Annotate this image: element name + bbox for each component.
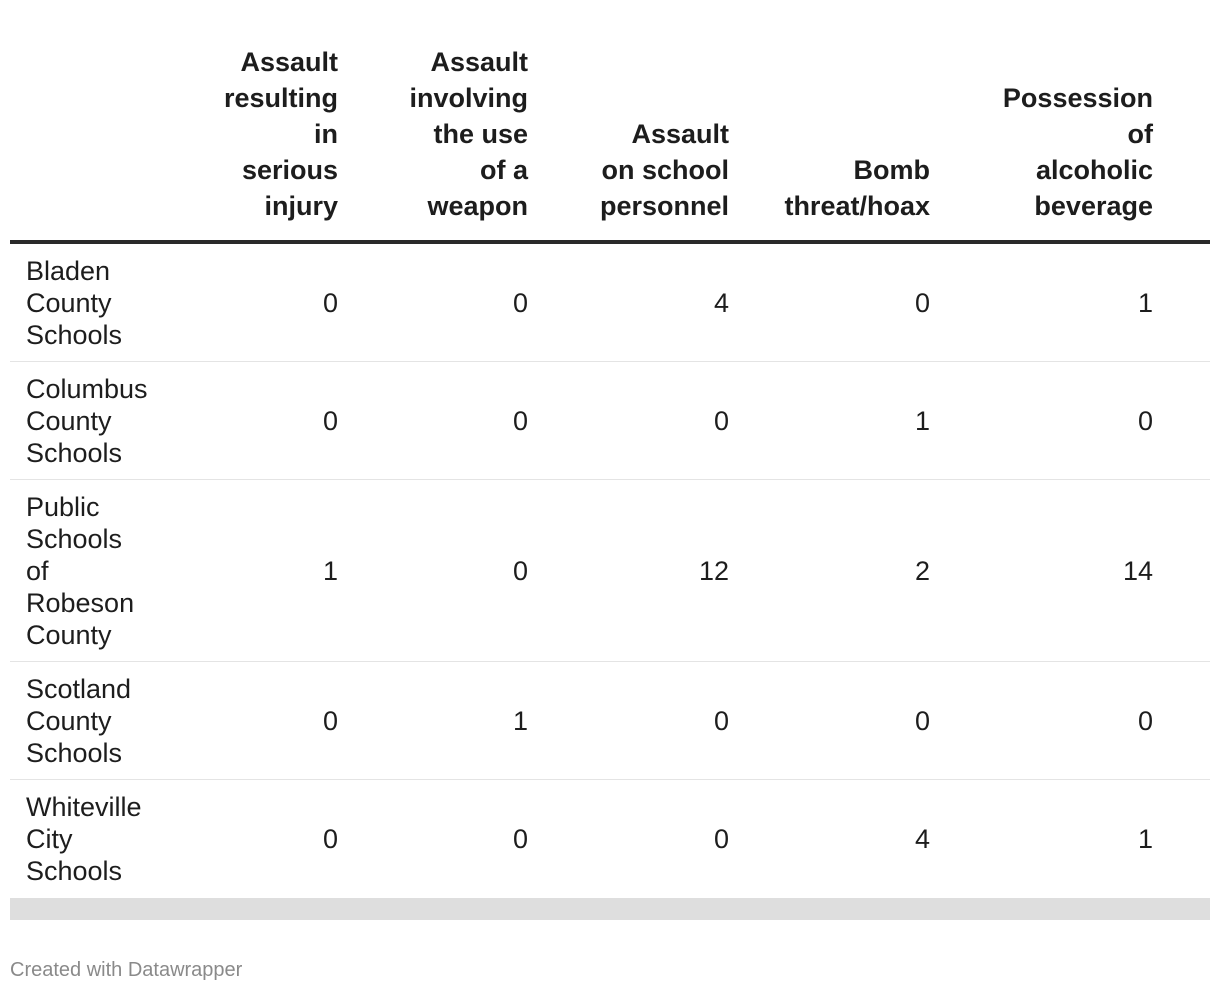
table-cell: 0: [322, 405, 338, 436]
table-cell: 12: [698, 555, 729, 586]
row-name: Bladen County Schools: [26, 255, 123, 350]
table-cell: 0: [322, 824, 338, 854]
table-cell: 0: [512, 287, 528, 318]
header-cell-assault-serious-injury[interactable]: Assault resulting in serious injury: [223, 47, 338, 221]
row-name: Columbus County Schools: [26, 373, 148, 468]
table-cell: 0: [322, 287, 338, 318]
table-row: Whiteville City Schools 0 0 0 4 1: [10, 780, 1210, 898]
table-cell: 0: [713, 405, 729, 436]
table-header: Assault resulting in serious injury Assa…: [10, 0, 1210, 244]
header-cell-bomb-threat[interactable]: Bomb threat/hoax: [784, 155, 930, 221]
table-cell: 14: [1122, 555, 1153, 586]
table-cell: 0: [322, 705, 338, 736]
header-cell-alcohol-possession[interactable]: Possession of alcoholic beverage: [1002, 83, 1153, 221]
table-cell: 1: [1137, 824, 1153, 854]
header-cell-assault-school-personnel[interactable]: Assault on school personnel: [599, 119, 729, 221]
table-row: Columbus County Schools 0 0 0 1 0: [10, 362, 1210, 480]
table-cell: 0: [713, 824, 729, 854]
table-cell: 1: [1137, 287, 1153, 318]
table-cell: 2: [914, 555, 930, 586]
table-cell: 0: [1137, 405, 1153, 436]
table-row: Public Schools of Robeson County 1 0 12 …: [10, 480, 1210, 662]
table-cell: 4: [713, 287, 729, 318]
table-cell: 4: [914, 824, 930, 854]
table-footer-bar: [10, 898, 1210, 920]
table-cell: 0: [512, 555, 528, 586]
table-cell: 0: [914, 705, 930, 736]
row-name: Public Schools of Robeson County: [26, 491, 135, 650]
table-row: Scotland County Schools 0 1 0 0 0: [10, 662, 1210, 780]
table-cell: 1: [322, 555, 338, 586]
row-name: Scotland County Schools: [26, 673, 132, 768]
header-cell-assault-weapon[interactable]: Assault involving the use of a weapon: [409, 47, 528, 221]
table-cell: 0: [713, 705, 729, 736]
table-cell: 0: [512, 405, 528, 436]
table-cell: 0: [914, 287, 930, 318]
table-cell: 0: [1137, 705, 1153, 736]
header-cell-district: [10, 0, 210, 240]
data-table: Assault resulting in serious injury Assa…: [10, 0, 1210, 898]
table-row: Bladen County Schools 0 0 4 0 1: [10, 244, 1210, 362]
table-cell: 1: [512, 705, 528, 736]
datawrapper-credit: Created with Datawrapper: [10, 959, 243, 981]
table-cell: 0: [512, 824, 528, 854]
row-name: Whiteville City Schools: [26, 792, 142, 886]
table-cell: 1: [914, 405, 930, 436]
